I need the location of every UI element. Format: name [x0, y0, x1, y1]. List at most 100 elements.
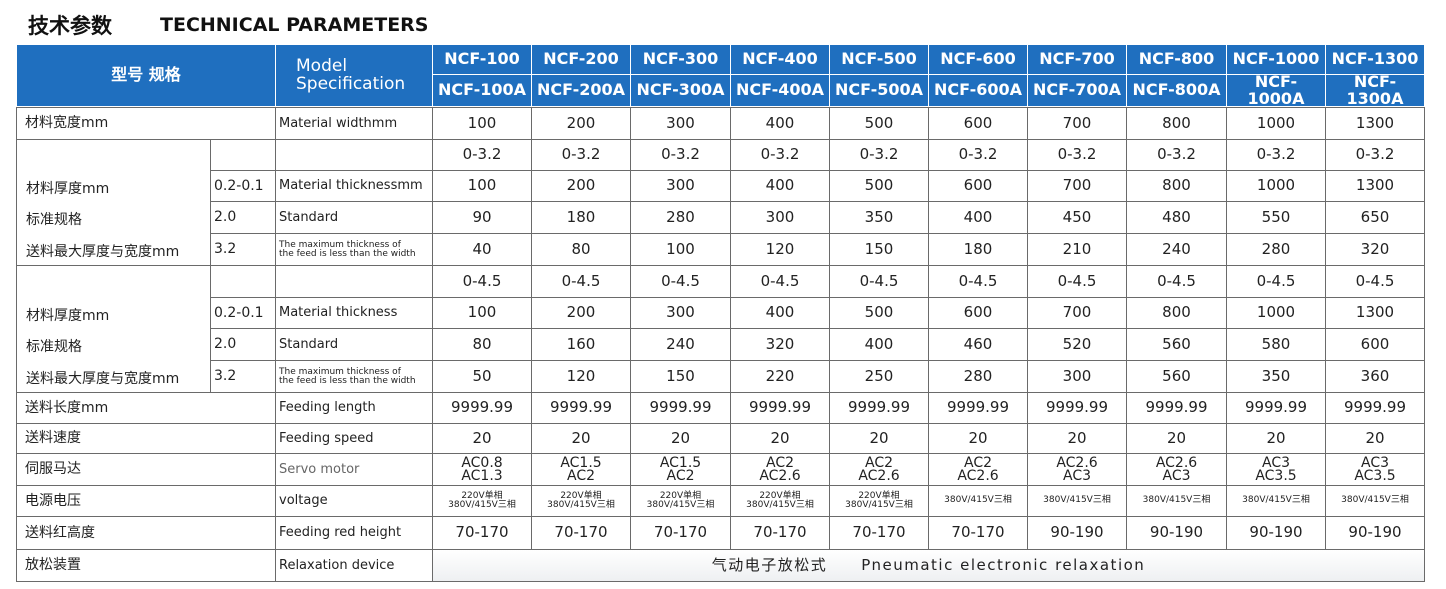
value-cell: NCF-1300A	[1325, 73, 1425, 107]
value-cell: 9999.99	[829, 392, 929, 424]
value-cell: 9999.99	[730, 392, 830, 424]
value-cell: AC3 AC3.5	[1325, 453, 1425, 486]
value-cell: NCF-800	[1126, 44, 1227, 75]
value-cell-line: AC2.6	[1056, 454, 1098, 471]
value-cell: 220V单相 380V/415V三相	[531, 485, 631, 517]
value-cell-line: AC2	[566, 467, 595, 484]
value-cell-line: AC2.6	[759, 467, 801, 484]
value-cell: 50	[432, 360, 532, 393]
value-cell: NCF-100	[432, 44, 532, 75]
value-cell: 9999.99	[531, 392, 631, 424]
value-cell: AC0.8 AC1.3	[432, 453, 532, 486]
value-cell: NCF-1300	[1325, 44, 1425, 75]
value-cell: 200	[531, 170, 631, 202]
value-cell: 560	[1126, 360, 1227, 393]
value-cell: 1300	[1325, 107, 1425, 140]
value-cell: 9999.99	[630, 392, 731, 424]
value-cell: 250	[829, 360, 929, 393]
value-cell: 400	[730, 297, 830, 329]
value-cell: 200	[531, 297, 631, 329]
value-cell: 150	[829, 233, 929, 266]
value-cell: 0-4.5	[531, 265, 631, 298]
en-cell	[275, 265, 433, 298]
value-cell-line: AC0.8	[461, 454, 503, 471]
value-cell-line: AC2	[864, 454, 893, 471]
value-cell-line: 220V单相	[858, 490, 900, 501]
value-cell: NCF-500A	[829, 74, 929, 107]
sub-label: 2.0	[210, 201, 276, 234]
value-cell: NCF-400	[730, 44, 830, 75]
value-cell: NCF-700A	[1027, 74, 1127, 107]
value-cell: 520	[1027, 328, 1127, 361]
value-cell-line: 220V单相	[461, 490, 503, 501]
value-cell: 650	[1325, 201, 1425, 234]
row-label-en-line: The maximum thickness of	[279, 366, 401, 377]
value-cell: 380V/415V三相	[928, 485, 1028, 517]
header-label-en-line: Model	[296, 55, 348, 76]
value-cell: 700	[1027, 170, 1127, 202]
value-cell: AC1.5 AC2	[531, 453, 631, 486]
row-label-en: Feeding red height	[275, 516, 433, 550]
value-cell: 100	[432, 297, 532, 329]
value-cell: 300	[1027, 360, 1127, 393]
value-cell: 700	[1027, 107, 1127, 140]
value-cell: 0-3.2	[1027, 139, 1127, 171]
value-cell: 320	[1325, 233, 1425, 266]
value-cell: 400	[730, 107, 830, 140]
value-cell-line: 380V/415V三相	[448, 500, 516, 510]
row-label-en: Relaxation device	[275, 549, 433, 582]
value-cell: 0-3.2	[1226, 139, 1326, 171]
group-label: 材料厚度mm	[26, 307, 110, 324]
value-cell: NCF-200	[531, 44, 631, 75]
value-cell: 100	[432, 170, 532, 202]
value-cell: 0-4.5	[432, 265, 532, 298]
value-cell: 500	[829, 107, 929, 140]
value-cell: 70-170	[432, 516, 532, 550]
value-cell-line: 380V/415V三相	[845, 500, 913, 510]
value-cell-line: AC2	[963, 454, 992, 471]
value-cell-line: AC3	[1062, 467, 1091, 484]
value-cell: 20	[1325, 423, 1425, 454]
value-cell: 90-190	[1226, 516, 1326, 550]
value-cell: 0-3.2	[1126, 139, 1227, 171]
value-cell: 20	[730, 423, 830, 454]
value-cell: 600	[928, 170, 1028, 202]
value-cell: 90	[432, 201, 532, 234]
sub-label: 2.0	[210, 328, 276, 361]
value-cell: NCF-700	[1027, 44, 1127, 75]
value-cell: 9999.99	[1126, 392, 1227, 424]
title-cn: 技术参数	[28, 14, 112, 38]
value-cell: 220V单相 380V/415V三相	[432, 485, 532, 517]
relaxation-text: 气动电子放松式	[711, 555, 828, 574]
title-en: TECHNICAL PARAMETERS	[160, 14, 429, 36]
value-cell: 380V/415V三相	[1027, 485, 1127, 517]
value-cell: 0-4.5	[1226, 265, 1326, 298]
value-cell: 90-190	[1126, 516, 1227, 550]
value-cell: 20	[1126, 423, 1227, 454]
value-cell-line: 380V/415V三相	[646, 500, 715, 510]
value-cell-line: AC1.5	[560, 454, 602, 471]
value-cell: 160	[531, 328, 631, 361]
value-cell: NCF-600	[928, 44, 1028, 75]
row-label-en: Material thickness	[275, 297, 433, 329]
value-cell: NCF-300A	[630, 74, 731, 107]
row-label: 送料速度	[16, 423, 276, 454]
value-cell: 80	[432, 328, 532, 361]
value-cell: 220V单相 380V/415V三相	[730, 485, 830, 517]
value-cell: 20	[432, 423, 532, 454]
row-label: 送料长度mm	[16, 392, 276, 424]
value-cell-line: AC3	[1360, 454, 1389, 471]
row-label: 材料宽度mm	[16, 107, 276, 140]
value-cell: 350	[1226, 360, 1326, 393]
value-cell: 20	[1226, 423, 1326, 454]
value-cell-line: AC1.3	[461, 467, 503, 484]
value-cell: 40	[432, 233, 532, 266]
row-label-en: The maximum thickness of the feed is less…	[275, 360, 433, 393]
value-cell: 220V单相 380V/415V三相	[630, 485, 731, 517]
value-cell: AC3 AC3.5	[1226, 453, 1326, 486]
value-cell: 300	[630, 170, 731, 202]
value-cell: 1300	[1325, 297, 1425, 329]
value-cell: 90-190	[1027, 516, 1127, 550]
value-cell: NCF-800A	[1126, 74, 1227, 107]
sub-cell	[210, 265, 276, 298]
